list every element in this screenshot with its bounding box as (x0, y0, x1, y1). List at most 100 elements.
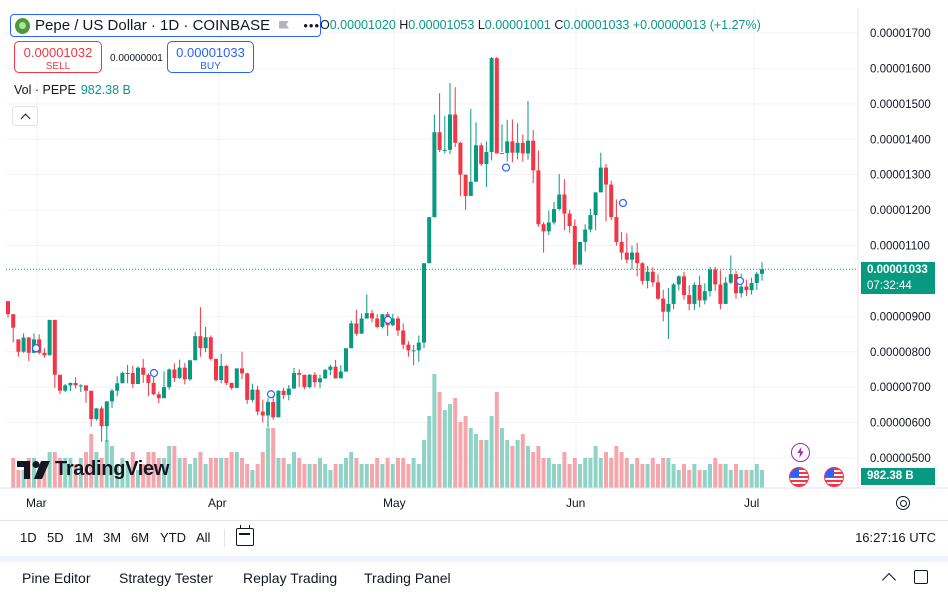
more-options-icon[interactable]: ••• (303, 18, 320, 33)
candle-body (375, 318, 380, 327)
volume-bar (489, 416, 494, 488)
volume-bar (333, 464, 338, 488)
candle-body (614, 217, 619, 242)
range-5d-button[interactable]: 5D (47, 530, 64, 545)
tradingview-logo-text: TradingView (55, 458, 170, 480)
volume-bar (364, 464, 369, 488)
candle-body (219, 365, 224, 381)
volume-bar (484, 440, 489, 488)
chevron-up-icon[interactable] (881, 572, 897, 588)
volume-bar (58, 458, 62, 488)
volume-bar (442, 410, 447, 488)
volume-bar (546, 458, 551, 488)
us-flag-icon[interactable] (824, 467, 844, 487)
candle-body (58, 374, 62, 391)
candle-body (479, 145, 484, 165)
volume-bar (47, 452, 52, 488)
panel-divider[interactable] (0, 556, 948, 562)
us-flag-icon[interactable] (789, 467, 809, 487)
volume-bar (682, 464, 686, 488)
volume-bar (630, 464, 634, 488)
volume-bar (84, 452, 88, 488)
volume-bar (427, 416, 432, 488)
candle-body (255, 389, 260, 412)
price-scale-label: 0.00000700 (870, 382, 931, 394)
volume-bar (162, 458, 166, 488)
symbol-legend[interactable]: Pepe / US Dollar · 1D · COINBASE ••• (10, 14, 321, 37)
calendar-icon[interactable] (236, 525, 254, 546)
volume-bar (203, 464, 208, 488)
bar-countdown-tag: 07:32:44 (861, 279, 935, 294)
range-1d-button[interactable]: 1D (20, 530, 37, 545)
tab-strategy-tester[interactable]: Strategy Tester (119, 570, 213, 586)
candle-body (588, 215, 593, 230)
ohlc-close-value: 0.00001033 (563, 18, 630, 32)
volume-bar (541, 458, 546, 488)
price-chart[interactable]: 0.00001700 0.00001600 0.00001500 0.00001400… (0, 0, 948, 520)
bottom-panel-tabs: Pine Editor Strategy Tester Replay Tradi… (0, 562, 948, 596)
x-axis-label: Apr (208, 496, 227, 510)
tradingview-logo[interactable]: TradingView (17, 458, 169, 481)
tab-pine-editor[interactable]: Pine Editor (22, 570, 91, 586)
volume-bar (458, 422, 463, 488)
event-marker (501, 163, 511, 172)
range-all-button[interactable]: All (196, 530, 211, 545)
candle-body (494, 58, 499, 154)
candle-body (468, 181, 473, 196)
range-6m-button[interactable]: 6M (131, 530, 150, 545)
volume-bar (744, 470, 749, 488)
tab-replay-trading[interactable]: Replay Trading (243, 570, 338, 586)
volume-bar (250, 470, 255, 488)
volume-bar (624, 458, 629, 488)
volume-bar (281, 458, 286, 488)
candle-body (583, 229, 588, 242)
settings-icon[interactable] (896, 496, 910, 510)
candle-body (515, 142, 520, 153)
price-scale-label: 0.00001400 (870, 134, 931, 146)
candle-body (177, 367, 182, 378)
candle-body (427, 217, 432, 264)
volume-bar (593, 446, 598, 488)
candle-body (266, 402, 270, 416)
candle-body (370, 313, 374, 319)
candle-body (208, 337, 213, 359)
symbol-title[interactable]: Pepe / US Dollar · 1D · COINBASE (35, 17, 271, 34)
volume-bar (526, 446, 530, 488)
volume-bar (37, 470, 42, 488)
candle-body (224, 365, 229, 383)
collapse-legend-button[interactable] (12, 106, 38, 126)
candle-body (624, 252, 629, 260)
volume-bar (635, 458, 640, 488)
clock[interactable]: 16:27:16 UTC (855, 530, 936, 545)
volume-bar (416, 464, 421, 488)
last-price-tag: 0.00001033 (861, 262, 935, 279)
candle-body (281, 390, 286, 395)
candle-body (453, 114, 458, 143)
candle-body (354, 323, 359, 334)
volume-bar (708, 464, 712, 488)
sell-button[interactable]: 0.00001032 SELL (14, 41, 102, 73)
candle-body (666, 303, 671, 312)
volume-bar (219, 458, 224, 488)
volume-bar (385, 458, 390, 488)
tab-trading-panel[interactable]: Trading Panel (364, 570, 451, 586)
lightning-icon[interactable] (791, 443, 810, 462)
buy-button[interactable]: 0.00001033 BUY (167, 41, 254, 73)
candle-body (89, 390, 94, 420)
range-ytd-button[interactable]: YTD (160, 530, 186, 545)
range-3m-button[interactable]: 3M (103, 530, 122, 545)
volume-bar (359, 464, 364, 488)
volume-legend[interactable]: Vol · PEPE 982.38 B (14, 83, 131, 97)
candle-body (26, 337, 31, 353)
volume-bar (188, 464, 192, 488)
candle-body (650, 271, 655, 283)
candle-body (754, 273, 759, 284)
range-1m-button[interactable]: 1M (75, 530, 94, 545)
maximize-icon[interactable] (914, 570, 928, 584)
candle-body (692, 284, 697, 304)
candle-body (744, 286, 749, 291)
flag-icon[interactable] (278, 20, 289, 32)
candle-body (536, 170, 541, 225)
candle-body (115, 383, 120, 391)
ohlc-change: +0.00000013 (+1.27%) (632, 18, 761, 32)
